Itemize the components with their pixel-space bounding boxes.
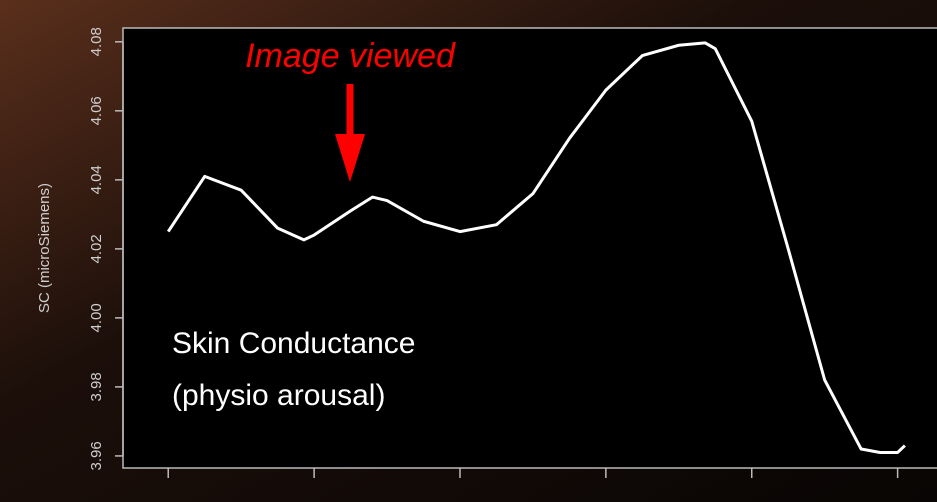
y-tick-label: 3.98 (88, 372, 105, 401)
y-tick-label: 4.06 (88, 96, 105, 125)
label-line: (physio arousal) (172, 379, 385, 412)
y-tick-label: 4.08 (88, 27, 105, 56)
y-axis-label: SC (microSiemens) (36, 183, 53, 313)
y-tick-label: 3.96 (88, 441, 105, 470)
page: {"chart_data": {"type": "line", "ylabel"… (0, 0, 937, 502)
annotation: Image viewed (245, 37, 456, 75)
y-tick-label: 4.02 (88, 234, 105, 263)
y-tick-label: 4.04 (88, 165, 105, 194)
y-tick-label: 4.00 (88, 303, 105, 332)
label-line: Skin Conductance (172, 327, 416, 360)
chart: SC (microSiemens) Image viewed Skin Cond… (0, 0, 937, 502)
